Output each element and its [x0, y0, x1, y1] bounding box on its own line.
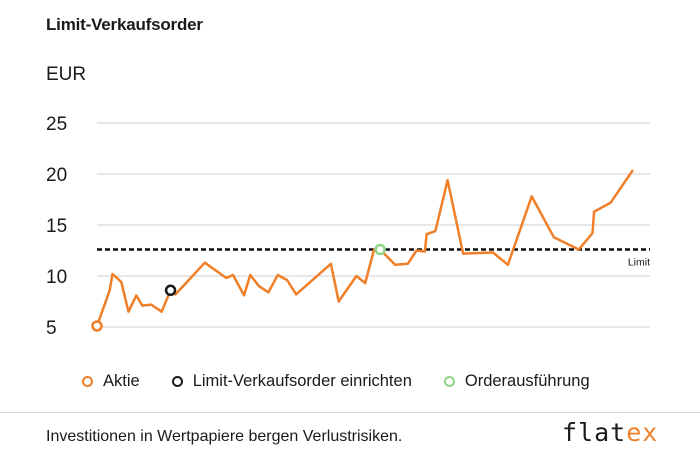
- logo-accent-text: ex: [626, 418, 659, 447]
- flatex-logo: flatex: [562, 418, 658, 447]
- logo-main-text: flat: [562, 418, 627, 447]
- legend-item-execution: Orderausführung: [443, 372, 590, 391]
- legend-item-aktie: Aktie: [82, 372, 140, 391]
- series-line-aktie: [95, 169, 634, 328]
- risk-disclaimer: Investitionen in Wertpapiere bergen Verl…: [46, 428, 403, 445]
- legend-item-order-setup: Limit-Verkaufsorder einrichten: [171, 372, 412, 391]
- legend: Aktie Limit-Verkaufsorder einrichten Ord…: [82, 372, 622, 391]
- y-tick-label-15: 15: [46, 216, 67, 237]
- legend-label-execution: Orderausführung: [464, 372, 590, 390]
- event-marker-2: [374, 243, 386, 256]
- y-tick-label-10: 10: [46, 267, 67, 288]
- y-tick-label-20: 20: [46, 165, 67, 186]
- y-tick-label-5: 5: [46, 318, 57, 339]
- legend-label-aktie: Aktie: [103, 372, 140, 390]
- event-marker-0: [91, 320, 103, 332]
- chart-title: Limit-Verkaufsorder: [46, 15, 203, 34]
- chart-area: 5 10 15 20 25 Limit: [46, 114, 650, 339]
- y-tick-label-25: 25: [46, 114, 67, 135]
- legend-marker-order-setup: [171, 376, 183, 387]
- legend-marker-execution: [443, 376, 455, 387]
- limit-label: Limit: [628, 256, 650, 268]
- y-axis-unit: EUR: [46, 64, 87, 85]
- legend-label-order-setup: Limit-Verkaufsorder einrichten: [192, 372, 412, 390]
- event-marker-1: [164, 284, 177, 297]
- legend-marker-aktie: [82, 376, 93, 387]
- footer-divider: [0, 412, 700, 413]
